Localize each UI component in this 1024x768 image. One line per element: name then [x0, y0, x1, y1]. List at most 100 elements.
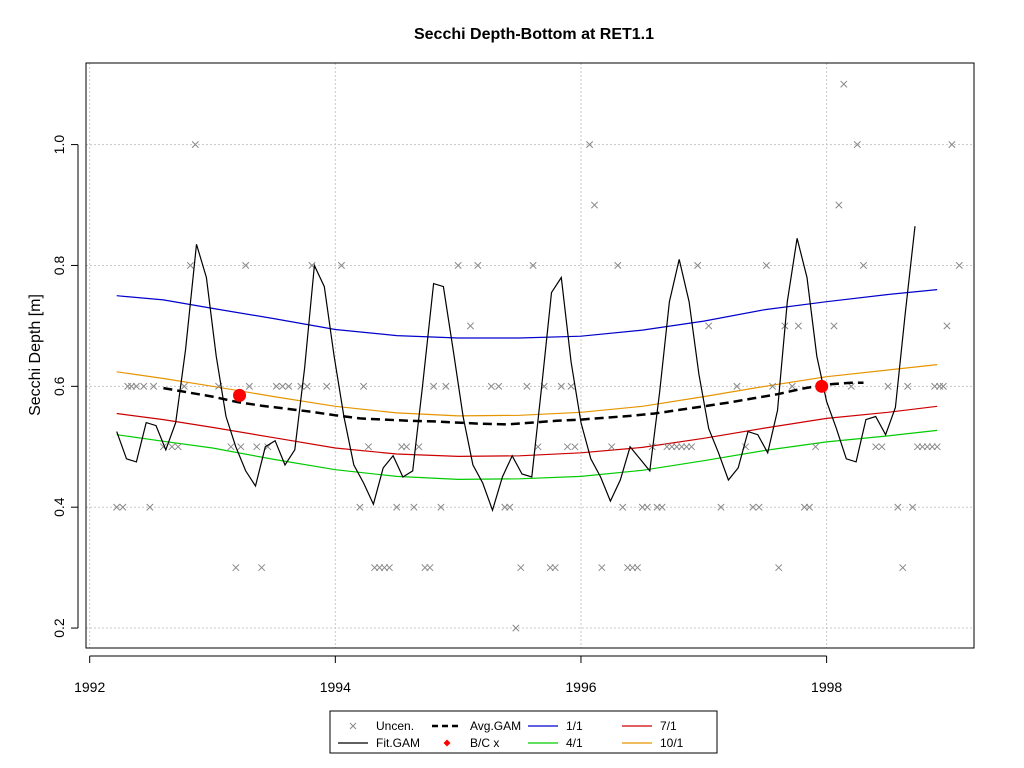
uncen-point	[356, 503, 364, 511]
line-s-1-1	[116, 289, 938, 339]
y-tick-label: 1.0	[51, 135, 67, 155]
uncen-point	[830, 322, 838, 330]
y-tick-label: 0.8	[51, 256, 67, 276]
uncen-point	[936, 382, 944, 390]
uncen-point	[124, 382, 132, 390]
uncen-point	[258, 564, 266, 572]
legend-symbol-x	[349, 722, 357, 730]
uncen-point	[872, 443, 880, 451]
line-fit-gam	[116, 226, 916, 513]
uncen-point	[571, 443, 579, 451]
uncen-point	[705, 322, 713, 330]
series-bc-x	[233, 379, 829, 402]
uncen-point	[506, 503, 514, 511]
uncen-point	[430, 382, 438, 390]
uncen-point	[648, 443, 656, 451]
legend-label: Uncen.	[376, 719, 414, 733]
uncen-point	[943, 322, 951, 330]
legend-item-s-4-1: 4/1	[528, 736, 583, 750]
bc-x-point	[233, 388, 247, 402]
legend-item-s-1-1: 1/1	[528, 719, 583, 733]
uncen-point	[487, 382, 495, 390]
x-tick-label: 1992	[74, 679, 105, 695]
legend-label: 4/1	[566, 736, 583, 750]
uncen-point	[272, 382, 280, 390]
line-s-7-1	[116, 405, 938, 458]
uncen-point	[939, 382, 947, 390]
uncen-point	[633, 564, 642, 572]
uncen-point	[859, 261, 868, 270]
uncen-point	[364, 443, 373, 451]
uncen-point	[687, 443, 696, 451]
uncen-point	[415, 443, 423, 451]
uncen-point	[904, 382, 912, 390]
uncen-point	[303, 382, 311, 390]
x-tick-label: 1994	[320, 679, 351, 695]
line-s-4-1	[116, 429, 938, 481]
uncen-point	[955, 261, 963, 270]
uncen-point	[894, 503, 902, 511]
legend-item-uncen: Uncen.	[349, 719, 414, 733]
chart-title: Secchi Depth-Bottom at RET1.1	[414, 26, 654, 43]
legend-symbol-dot	[443, 739, 451, 747]
uncen-point	[619, 503, 627, 511]
legend-item-bc-x: B/C x	[443, 736, 499, 750]
uncen-point	[733, 382, 741, 390]
uncen-point	[227, 443, 235, 451]
grid-lines	[86, 63, 974, 648]
uncen-point	[853, 141, 861, 149]
uncen-point	[749, 503, 757, 511]
uncen-point	[132, 382, 140, 390]
y-axis-label: Secchi Depth [m]	[27, 294, 44, 416]
uncen-point	[717, 503, 725, 511]
uncen-point	[840, 80, 848, 88]
uncen-point	[755, 503, 763, 511]
uncen-point	[794, 322, 802, 330]
uncen-point	[658, 503, 666, 511]
uncen-point	[775, 564, 783, 572]
uncen-point	[426, 564, 434, 572]
uncen-point	[454, 261, 462, 270]
uncen-point	[119, 503, 127, 511]
uncen-point	[933, 443, 941, 451]
series-layer	[113, 80, 963, 632]
series-avg-gam	[163, 381, 864, 426]
uncen-point	[517, 564, 525, 572]
uncen-point	[146, 503, 154, 511]
series-fit-gam	[116, 226, 916, 513]
series-s-7-1	[116, 405, 938, 458]
uncen-point	[242, 261, 250, 270]
uncen-point	[567, 382, 575, 390]
uncen-point	[614, 261, 622, 270]
line-avg-gam	[163, 381, 864, 426]
uncen-point	[948, 141, 956, 149]
uncen-point	[590, 201, 599, 209]
uncen-point	[385, 564, 393, 572]
uncen-point	[495, 382, 503, 390]
uncen-point	[643, 503, 651, 511]
legend-label: 1/1	[566, 719, 583, 733]
line-s-10-1	[116, 364, 938, 417]
uncen-point	[285, 382, 293, 390]
uncen-point	[442, 382, 450, 390]
uncen-point	[788, 382, 796, 390]
uncen-point	[410, 503, 418, 511]
uncen-point	[232, 564, 240, 572]
uncen-point	[437, 503, 445, 511]
uncen-point	[237, 443, 245, 451]
uncen-point	[557, 382, 565, 390]
uncen-point	[563, 443, 572, 451]
uncen-point	[878, 443, 886, 451]
legend-label: Avg.GAM	[470, 719, 521, 733]
uncen-point	[762, 261, 770, 270]
y-tick-label: 0.6	[51, 376, 67, 396]
series-s-1-1	[116, 289, 938, 339]
uncen-point	[186, 261, 194, 270]
legend-item-s-7-1: 7/1	[622, 719, 677, 733]
uncen-point	[551, 564, 559, 572]
legend-item-s-10-1: 10/1	[622, 736, 684, 750]
uncen-point	[323, 382, 331, 390]
series-s-10-1	[116, 364, 938, 417]
x-tick-label: 1996	[565, 679, 596, 695]
legend-item-fit-gam: Fit.GAM	[338, 736, 420, 750]
